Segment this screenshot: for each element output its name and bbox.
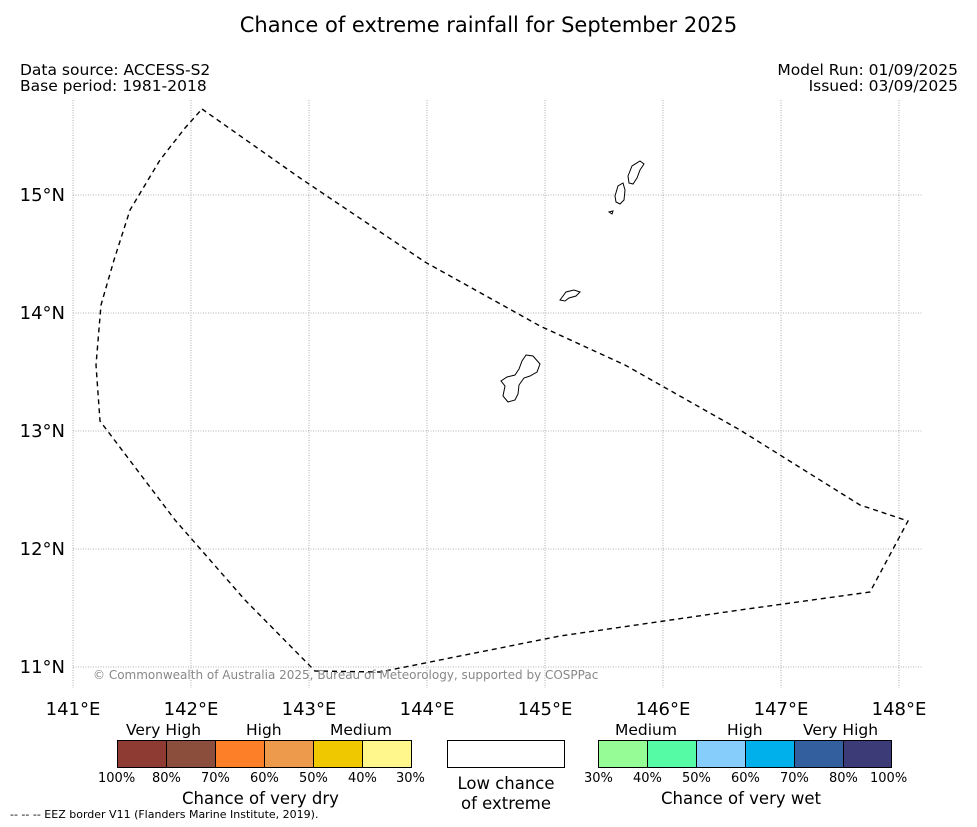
- dry-swatch-3: [216, 741, 265, 767]
- low-chance-swatch: [447, 740, 565, 768]
- lat-label-13: 13°N: [20, 421, 65, 442]
- dry-caption: Chance of very dry: [182, 789, 339, 808]
- eez-border: [95, 108, 910, 673]
- lon-label-144: 144°E: [400, 699, 455, 720]
- wet-swatch-1: [599, 741, 648, 767]
- chart-title: Chance of extreme rainfall for September…: [239, 13, 738, 37]
- wet-swatch-4: [746, 741, 795, 767]
- wet-tick-100: 100%: [870, 771, 908, 786]
- low-chance-line1: Low chance: [457, 774, 555, 793]
- map-copyright: © Commonwealth of Australia 2025, Bureau…: [93, 668, 598, 682]
- eez-footnote: -- -- -- EEZ border V11 (Flanders Marine…: [10, 808, 319, 821]
- lat-label-12: 12°N: [20, 539, 65, 560]
- dry-tick-50: 50%: [299, 771, 328, 786]
- data-source: Data source: ACCESS-S2: [20, 61, 211, 79]
- dry-tick-80: 80%: [152, 771, 181, 786]
- dry-swatch-1: [118, 741, 167, 767]
- lon-labels: 141°E 142°E 143°E 144°E 145°E 146°E 147°…: [46, 699, 927, 720]
- lon-label-143: 143°E: [282, 699, 337, 720]
- islands: [500, 160, 645, 403]
- dry-level-high: High: [246, 721, 282, 739]
- wet-level-medium: Medium: [615, 721, 677, 739]
- island-aguijan: [607, 210, 614, 215]
- lat-label-14: 14°N: [20, 303, 65, 324]
- island-tinian: [614, 182, 626, 205]
- dry-tick-60: 60%: [250, 771, 279, 786]
- wet-swatch-5: [795, 741, 844, 767]
- lat-labels: 15°N 14°N 13°N 12°N 11°N: [20, 185, 65, 678]
- dry-tick-100: 100%: [98, 771, 136, 786]
- lat-label-15: 15°N: [20, 185, 65, 206]
- dry-tick-30: 30%: [396, 771, 425, 786]
- lon-label-141: 141°E: [46, 699, 101, 720]
- lon-label-148: 148°E: [872, 699, 927, 720]
- wet-tick-40: 40%: [633, 771, 662, 786]
- wet-level-very-high: Very High: [803, 721, 879, 739]
- lat-label-11: 11°N: [20, 657, 65, 678]
- wet-swatch-2: [648, 741, 697, 767]
- wet-tick-30: 30%: [584, 771, 613, 786]
- dry-swatch-2: [167, 741, 216, 767]
- lon-label-145: 145°E: [518, 699, 573, 720]
- island-rota: [559, 289, 581, 302]
- wet-tick-60: 60%: [731, 771, 760, 786]
- dry-level-medium: Medium: [330, 721, 392, 739]
- lon-label-147: 147°E: [754, 699, 809, 720]
- dry-swatch-4: [265, 741, 314, 767]
- dry-tick-40: 40%: [348, 771, 377, 786]
- wet-swatch-3: [697, 741, 746, 767]
- issued-date: Issued: 03/09/2025: [808, 77, 958, 95]
- meta-right: Model Run: 01/09/2025 Issued: 03/09/2025: [777, 62, 958, 94]
- wet-caption: Chance of very wet: [661, 789, 821, 808]
- wet-tick-50: 50%: [682, 771, 711, 786]
- low-chance-caption: Low chance of extreme: [447, 774, 565, 814]
- dry-colorbar: [117, 740, 412, 768]
- wet-tick-80: 80%: [829, 771, 858, 786]
- model-run: Model Run: 01/09/2025: [777, 61, 958, 79]
- wet-colorbar: [598, 740, 892, 768]
- wet-level-high: High: [727, 721, 763, 739]
- dry-swatch-5: [314, 741, 363, 767]
- wet-tick-70: 70%: [780, 771, 809, 786]
- dry-swatch-6: [363, 741, 411, 767]
- lon-label-142: 142°E: [164, 699, 219, 720]
- meta-left: Data source: ACCESS-S2 Base period: 1981…: [20, 62, 210, 94]
- lon-label-146: 146°E: [636, 699, 691, 720]
- wet-swatch-6: [844, 741, 891, 767]
- map-gridlines: [72, 100, 923, 688]
- low-chance-line2: of extreme: [460, 794, 552, 813]
- dry-tick-70: 70%: [201, 771, 230, 786]
- island-saipan: [627, 160, 645, 185]
- base-period: Base period: 1981-2018: [20, 77, 207, 95]
- island-guam: [500, 354, 541, 403]
- dry-level-very-high: Very High: [126, 721, 202, 739]
